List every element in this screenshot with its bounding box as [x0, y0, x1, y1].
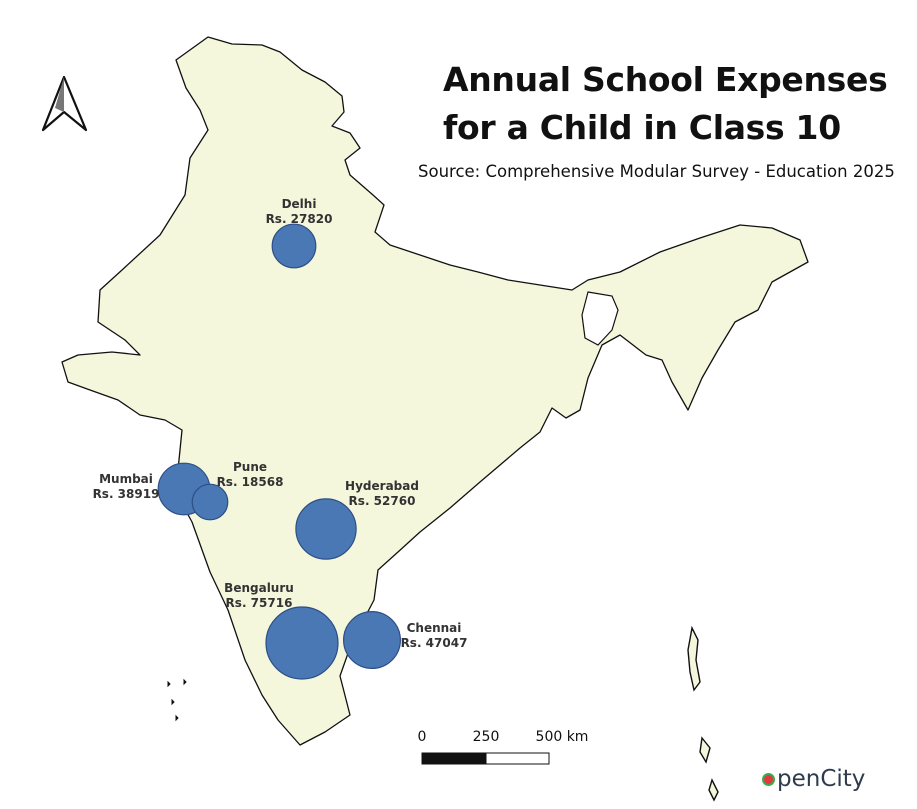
title-line-1: Annual School Expenses [443, 60, 888, 99]
city-value: Rs. 47047 [400, 636, 468, 650]
city-label-hyderabad: Hyderabad Rs. 52760 [345, 479, 419, 509]
lakshadweep-islands [167, 678, 187, 722]
city-label-pune: Pune Rs. 18568 [217, 460, 284, 490]
bangladesh-gap [581, 291, 619, 346]
city-value: Rs. 18568 [216, 475, 284, 489]
city-value: Rs. 27820 [265, 212, 333, 226]
city-value: Rs. 38919 [92, 487, 160, 501]
bubble-hyderabad [295, 498, 357, 560]
source-note: Source: Comprehensive Modular Survey - E… [418, 162, 895, 181]
scale-tick-0: 0 [418, 729, 427, 745]
opencity-logo: penCity [762, 766, 865, 792]
city-value: Rs. 75716 [225, 596, 293, 610]
bubble-delhi [271, 223, 317, 269]
city-label-mumbai: Mumbai Rs. 38919 [93, 472, 160, 502]
bubble-chennai [343, 610, 402, 669]
city-name: Chennai [406, 621, 462, 635]
bubble-bengaluru [265, 606, 339, 680]
title-line-2: for a Child in Class 10 [443, 108, 841, 147]
scale-tick-500: 500 km [536, 729, 589, 745]
bubble-pune [191, 483, 229, 521]
city-name: Pune [232, 460, 268, 474]
city-label-delhi: Delhi Rs. 27820 [266, 197, 333, 227]
north-arrow-icon [41, 75, 88, 132]
logo-dot-icon [762, 772, 775, 786]
city-name: Delhi [281, 197, 317, 211]
city-value: Rs. 52760 [348, 494, 416, 508]
scale-bar: 0 250 500 km [418, 729, 589, 765]
scale-tick-250: 250 [473, 729, 500, 745]
map-title: Annual School Expenses for a Child in Cl… [443, 56, 888, 152]
logo-text: penCity [777, 766, 866, 792]
city-name: Mumbai [99, 472, 153, 486]
city-name: Bengaluru [224, 581, 294, 595]
india-mainland [61, 36, 809, 746]
city-label-chennai: Chennai Rs. 47047 [401, 621, 468, 651]
city-name: Hyderabad [345, 479, 419, 493]
andaman-islands [687, 625, 719, 802]
city-label-bengaluru: Bengaluru Rs. 75716 [224, 581, 294, 611]
